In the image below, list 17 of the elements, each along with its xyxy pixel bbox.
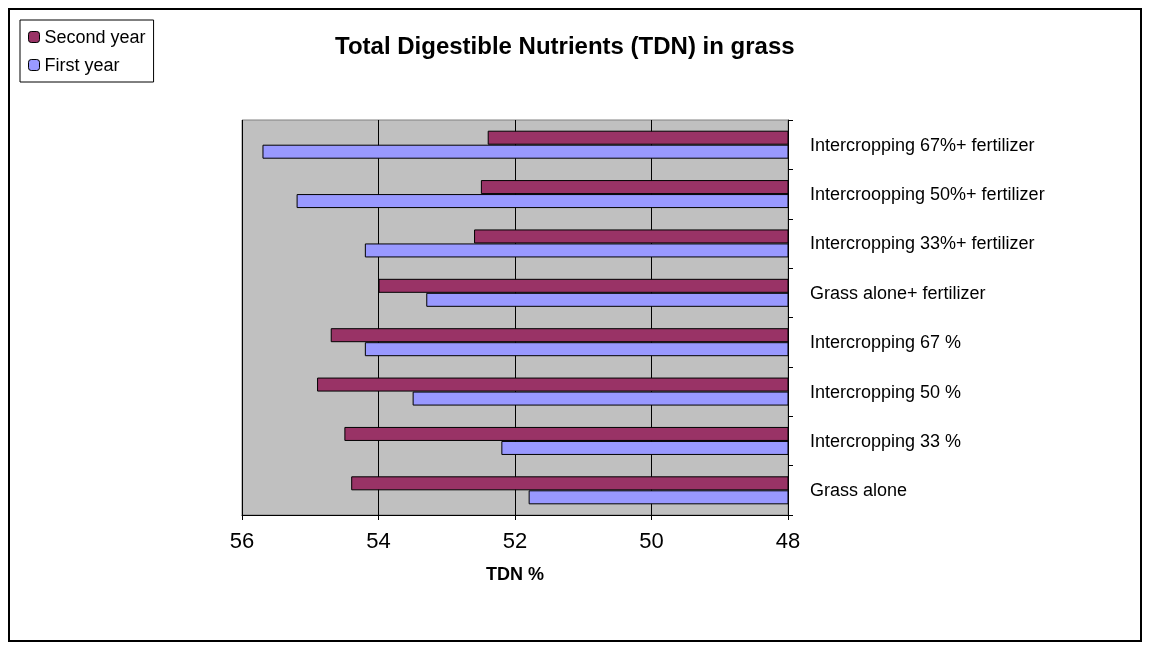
y-tick-label: Grass alone	[810, 480, 908, 501]
x-tick-label: 50	[639, 527, 664, 553]
chart-title: Total Digestible Nutrients (TDN) in grass	[335, 31, 795, 59]
x-tick-label: 54	[366, 527, 391, 553]
x-tick-label: 48	[775, 527, 801, 553]
y-tick-label: Intercropping 33%+ fertilizer	[810, 233, 1035, 254]
x-tick-label: 52	[502, 527, 528, 553]
y-tick-label: Intercropping 33 %	[810, 430, 962, 451]
y-tick-label: Grass alone+ fertilizer	[810, 282, 986, 303]
y-tick-label: Intercroopping 50%+ fertilizer	[810, 184, 1045, 205]
legend-label: Second year	[44, 27, 146, 47]
y-tick-label: Intercropping 50 %	[810, 381, 962, 402]
x-axis-title: TDN %	[486, 564, 544, 584]
y-tick-label: Intercropping 67%+ fertilizer	[810, 134, 1035, 155]
legend-label: First year	[44, 55, 120, 75]
x-tick-label: 56	[229, 527, 255, 553]
y-tick-label: Intercropping 67 %	[810, 332, 962, 353]
